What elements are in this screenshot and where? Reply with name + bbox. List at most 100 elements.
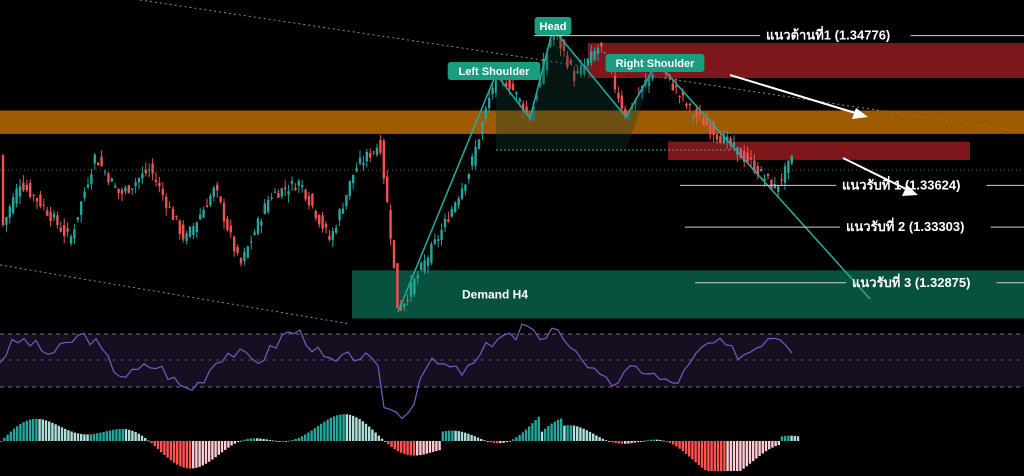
- macd-bar: [726, 441, 729, 476]
- candle-body: [175, 215, 178, 217]
- macd-bar: [153, 441, 156, 447]
- macd-bar: [643, 440, 646, 442]
- candle-body: [484, 108, 487, 119]
- candle-body: [161, 188, 164, 196]
- macd-bar: [361, 421, 364, 441]
- candle-body: [362, 162, 365, 166]
- candle-body: [63, 225, 66, 236]
- pattern-badge-right-shoulder: [605, 54, 705, 72]
- candle-body: [52, 213, 56, 218]
- macd-bar: [716, 441, 720, 476]
- candle-body: [702, 119, 705, 126]
- macd-bar: [377, 435, 380, 441]
- macd-bar: [118, 428, 121, 441]
- macd-bar: [387, 441, 390, 445]
- candle-body: [651, 74, 654, 79]
- macd-bar: [400, 441, 403, 453]
- macd-bar: [348, 414, 352, 441]
- macd-bar: [128, 429, 131, 441]
- macd-bar: [521, 432, 524, 441]
- macd-bar: [556, 419, 560, 441]
- macd-bar: [99, 432, 102, 441]
- candle-body: [267, 199, 270, 212]
- candle-body: [124, 187, 127, 192]
- macd-bar: [160, 441, 163, 453]
- candle-body: [382, 140, 385, 179]
- candle-body: [773, 184, 776, 189]
- levels-layer: แนวต้านที่1 (1.34776) แนวรับที่ 1 (1.3362…: [534, 26, 1024, 290]
- macd-bar: [508, 440, 512, 442]
- candle-body: [454, 202, 457, 212]
- candle-body: [73, 229, 76, 239]
- macd-bar: [262, 438, 265, 441]
- macd-bar: [758, 441, 761, 456]
- candle-body: [83, 191, 86, 198]
- macd-bar: [336, 415, 339, 441]
- candle-body: [739, 148, 742, 158]
- candle-body: [202, 209, 205, 218]
- macd-bar: [236, 441, 240, 443]
- candle-body: [39, 194, 42, 207]
- candle-body: [477, 139, 481, 149]
- candle-body: [117, 188, 120, 194]
- projection-arrows: [729, 74, 918, 196]
- macd-bar: [60, 427, 64, 441]
- macd-bar: [35, 418, 38, 441]
- macd-bar: [454, 430, 457, 441]
- candle-body: [148, 169, 151, 171]
- macd-bar: [729, 441, 732, 476]
- candle-body: [182, 224, 185, 240]
- candle-body: [35, 198, 39, 202]
- macd-bar: [451, 430, 454, 441]
- macd-bar: [441, 431, 444, 441]
- candle-body: [389, 210, 392, 239]
- candle-body: [593, 50, 596, 61]
- candle-body: [505, 82, 508, 87]
- candle-body: [396, 263, 399, 309]
- macd-bar: [617, 441, 620, 444]
- candle-body: [369, 152, 372, 158]
- macd-bar: [326, 419, 329, 441]
- macd-bar: [694, 441, 697, 463]
- candle-body: [277, 193, 280, 198]
- macd-bar: [422, 441, 425, 455]
- macd-bar: [572, 425, 576, 441]
- macd-bar: [448, 430, 451, 441]
- pattern-label-right-shoulder: Right Shoulder: [616, 58, 696, 70]
- candle-body: [311, 193, 314, 206]
- candle-body: [709, 124, 712, 135]
- macd-bar: [291, 439, 294, 441]
- candle-body: [29, 182, 32, 197]
- candle-body: [331, 230, 334, 241]
- macd-bar: [51, 422, 54, 441]
- candle-body: [375, 147, 379, 155]
- candle-body: [250, 241, 253, 243]
- candle-body: [545, 53, 549, 71]
- macd-bar: [608, 441, 611, 442]
- macd-bar: [550, 423, 553, 441]
- macd-bar: [656, 439, 659, 441]
- candle-body: [226, 218, 229, 231]
- demand-zone: [352, 270, 1024, 319]
- candle-body: [229, 225, 232, 233]
- candle-body: [678, 96, 681, 98]
- macd-bar: [38, 419, 41, 441]
- macd-bar: [480, 438, 483, 441]
- candle-body: [372, 151, 375, 153]
- macd-bar: [393, 441, 396, 450]
- macd-bar: [172, 441, 176, 463]
- macd-bar: [630, 441, 633, 444]
- candle-body: [790, 155, 793, 164]
- macd-bar: [662, 440, 665, 442]
- macd-bar: [166, 441, 169, 458]
- candle-body: [763, 178, 766, 181]
- candle-body: [559, 32, 562, 49]
- candle-body: [406, 299, 409, 301]
- candle-body: [566, 55, 569, 68]
- macd-histogram: [0, 414, 800, 476]
- candle-body: [715, 134, 719, 140]
- candle-body: [443, 218, 447, 228]
- macd-bar: [256, 438, 259, 441]
- macd-bar: [768, 441, 771, 450]
